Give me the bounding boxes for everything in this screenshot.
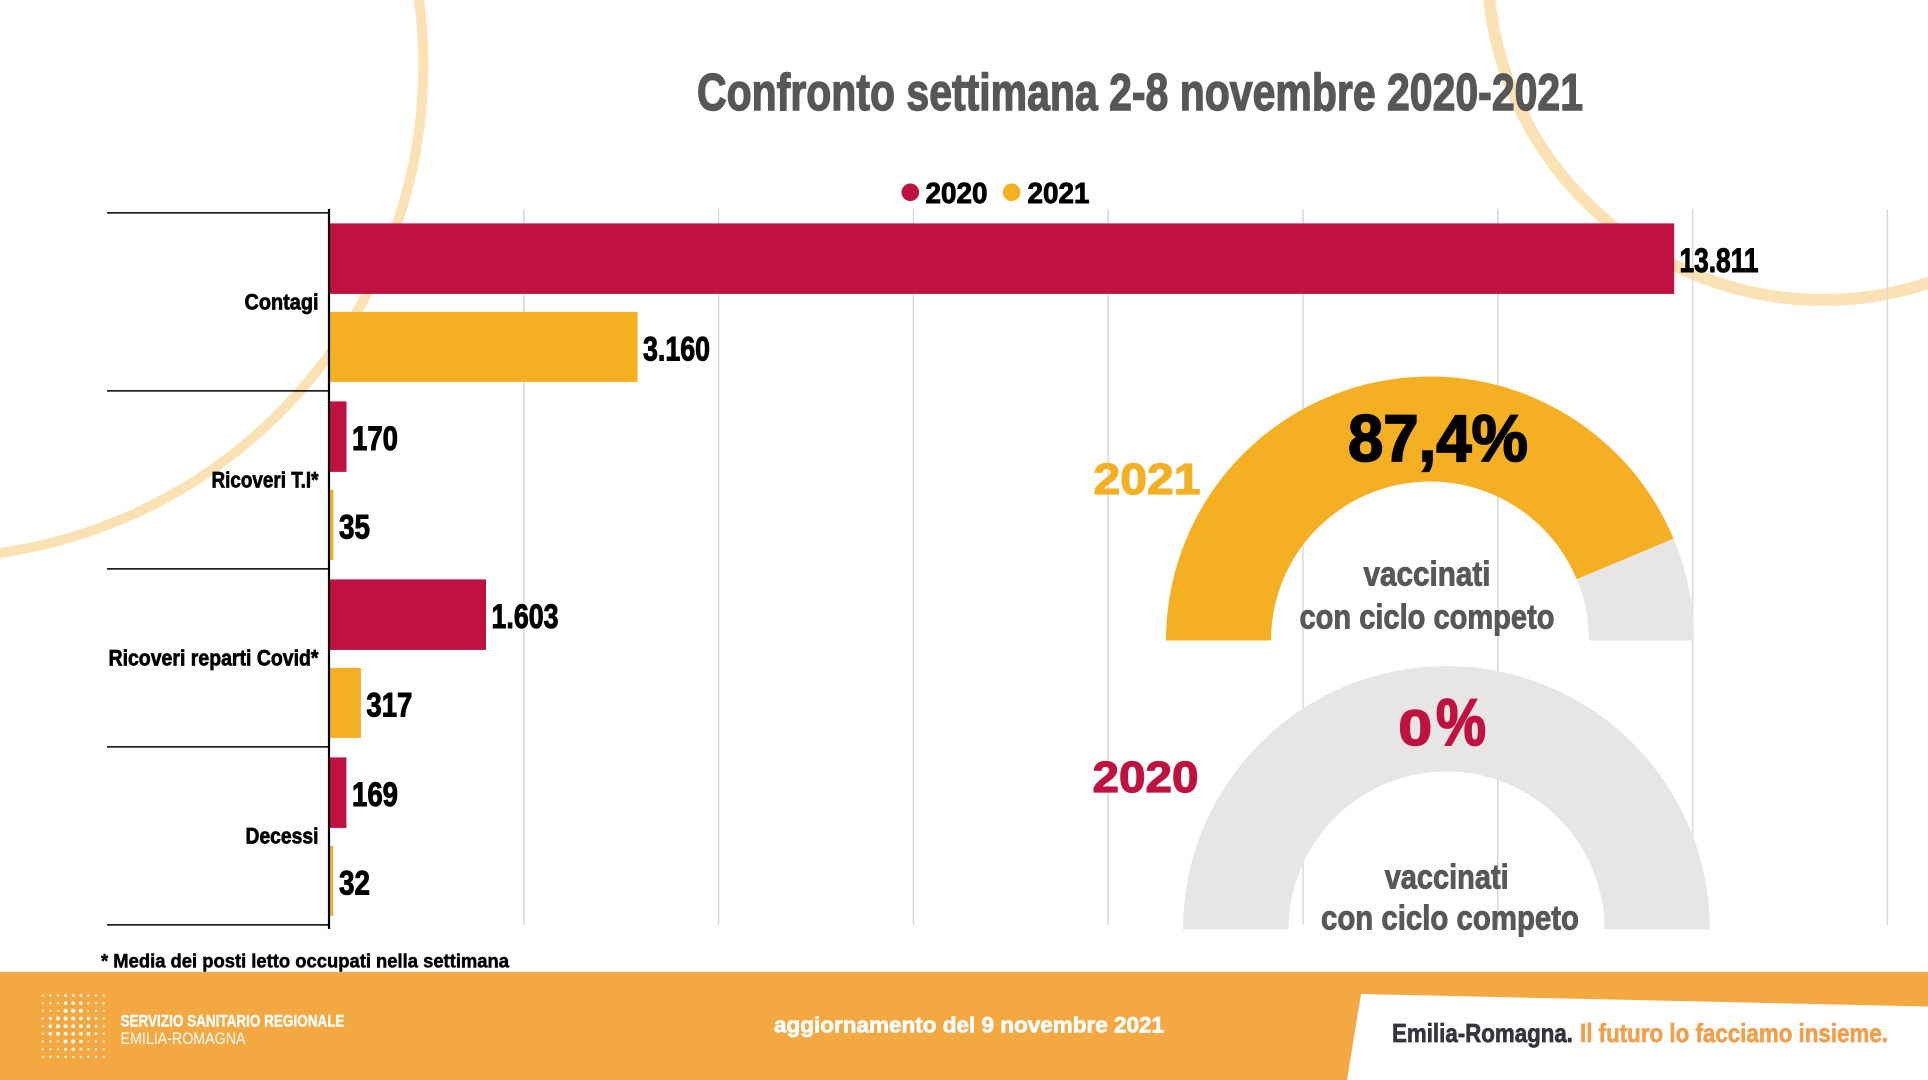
svg-text:vaccinati: vaccinati [1364,556,1491,594]
svg-text:170: 170 [352,420,398,458]
svg-text:0: 0 [1399,700,1433,756]
svg-text:2020: 2020 [1093,753,1199,802]
svg-text:1.603: 1.603 [492,598,559,636]
svg-text:con ciclo competo: con ciclo competo [1321,900,1579,938]
svg-text:32: 32 [339,864,370,902]
svg-text:317: 317 [366,686,412,724]
svg-text:Confronto settimana 2-8 novemb: Confronto settimana 2-8 novembre 2020-20… [697,64,1583,122]
svg-text:Decessi: Decessi [246,823,319,848]
svg-text:Ricoveri T.I*: Ricoveri T.I* [212,467,319,492]
svg-text:Contagi: Contagi [245,289,319,314]
svg-text:3.160: 3.160 [643,330,710,368]
svg-text:* Media dei posti letto occupa: * Media dei posti letto occupati nella s… [101,951,509,973]
svg-text:2021: 2021 [1028,178,1090,210]
svg-text:87,4%: 87,4% [1348,401,1528,475]
svg-text:EMILIA-ROMAGNA: EMILIA-ROMAGNA [121,1029,247,1048]
svg-text:13.811: 13.811 [1680,242,1759,280]
svg-text:Ricoveri reparti Covid*: Ricoveri reparti Covid* [109,645,319,670]
svg-text:Il futuro lo facciamo insieme.: Il futuro lo facciamo insieme. [1580,1018,1888,1048]
svg-text:vaccinati: vaccinati [1385,859,1509,897]
svg-text:%: % [1436,685,1486,759]
svg-text:aggiornamento del 9 novembre: aggiornamento del 9 novembre 2021 [774,1013,1164,1038]
svg-text:con ciclo competo: con ciclo competo [1300,599,1555,637]
svg-text:SERVIZIO SANITARIO REGIONALE: SERVIZIO SANITARIO REGIONALE [121,1012,345,1031]
svg-text:169: 169 [352,776,398,814]
svg-text:2021: 2021 [1094,455,1201,504]
svg-text:2020: 2020 [926,178,988,210]
svg-text:Emilia-Romagna.: Emilia-Romagna. [1392,1018,1573,1048]
svg-text:35: 35 [339,508,370,546]
